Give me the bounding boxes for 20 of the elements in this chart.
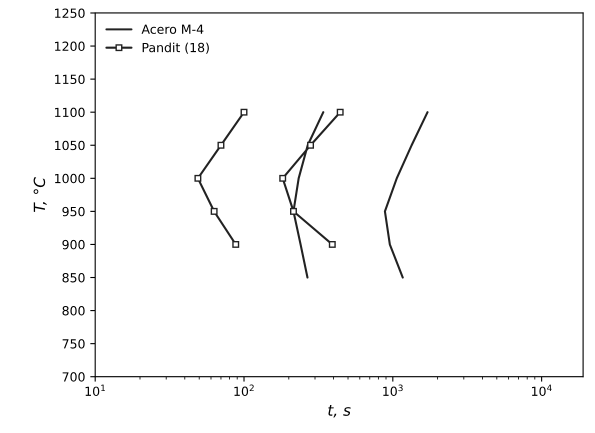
y-tick-label: 1100 xyxy=(55,108,85,118)
y-tick-label: 950 xyxy=(62,206,85,216)
y-tick-label: 700 xyxy=(62,372,85,382)
x-tick-label: 10$^{2}$ xyxy=(234,384,254,396)
y-tick-label: 1050 xyxy=(55,140,85,150)
y-tick-label: 1000 xyxy=(55,174,85,184)
y-tick-label: 1200 xyxy=(55,42,85,51)
x-tick-label: 10$^{4}$ xyxy=(532,384,552,396)
y-tick-label: 850 xyxy=(62,272,85,282)
legend-label: Pandit (18) xyxy=(142,42,209,54)
y-tick-label: 1250 xyxy=(55,8,85,18)
y-tick-label: 800 xyxy=(62,306,85,316)
y-axis-title: T, °C xyxy=(34,177,47,212)
y-tick-label: 750 xyxy=(62,339,85,349)
x-tick-label: 10$^{1}$ xyxy=(86,384,105,396)
y-tick-label: 1150 xyxy=(55,74,85,84)
x-axis-title: t, s xyxy=(328,404,351,418)
legend-label: Acero M-4 xyxy=(142,24,204,34)
y-tick-label: 900 xyxy=(62,240,85,250)
x-tick-label: 10$^{3}$ xyxy=(383,384,403,396)
